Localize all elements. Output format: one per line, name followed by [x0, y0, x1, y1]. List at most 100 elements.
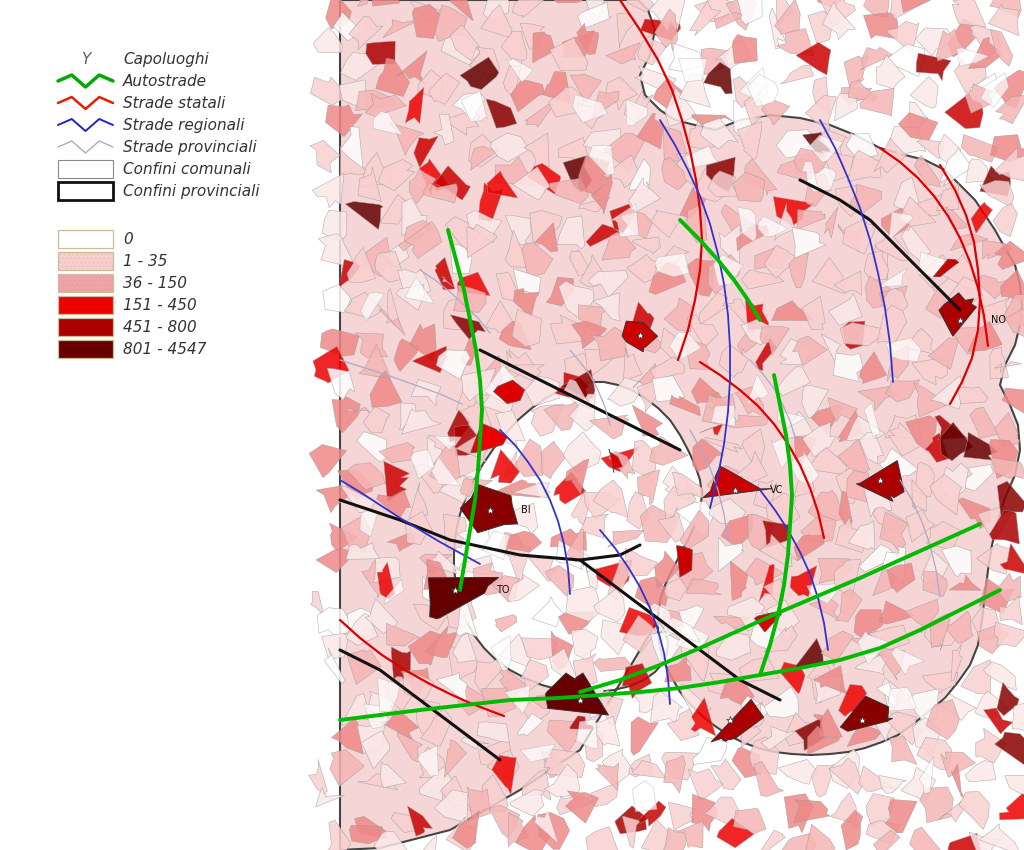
Polygon shape	[484, 365, 519, 403]
Polygon shape	[888, 127, 926, 155]
Polygon shape	[669, 332, 701, 360]
Polygon shape	[673, 473, 703, 498]
Polygon shape	[428, 577, 499, 619]
Polygon shape	[354, 816, 386, 839]
Polygon shape	[946, 611, 974, 643]
Polygon shape	[852, 629, 886, 660]
Polygon shape	[649, 436, 688, 465]
Polygon shape	[748, 514, 774, 552]
Polygon shape	[794, 148, 829, 173]
Polygon shape	[563, 379, 591, 409]
Polygon shape	[745, 558, 784, 586]
Polygon shape	[496, 156, 532, 185]
Polygon shape	[925, 434, 949, 462]
Polygon shape	[480, 5, 512, 37]
Polygon shape	[988, 4, 1019, 36]
Polygon shape	[340, 0, 1022, 850]
Polygon shape	[821, 631, 854, 666]
Polygon shape	[413, 4, 440, 38]
Polygon shape	[796, 42, 830, 75]
Polygon shape	[347, 608, 373, 639]
Polygon shape	[466, 210, 502, 243]
Polygon shape	[386, 288, 401, 329]
Polygon shape	[470, 48, 500, 82]
Polygon shape	[579, 305, 608, 337]
Polygon shape	[460, 467, 481, 479]
Polygon shape	[433, 114, 454, 144]
Polygon shape	[834, 271, 861, 295]
Polygon shape	[733, 451, 768, 485]
Text: Strade provinciali: Strade provinciali	[123, 139, 257, 155]
Polygon shape	[874, 138, 907, 173]
Polygon shape	[881, 208, 911, 237]
Polygon shape	[664, 756, 685, 793]
Polygon shape	[310, 592, 323, 614]
Polygon shape	[699, 292, 729, 325]
Polygon shape	[627, 491, 649, 530]
Polygon shape	[555, 372, 590, 404]
Polygon shape	[662, 752, 698, 780]
Polygon shape	[637, 114, 664, 149]
Polygon shape	[360, 731, 389, 769]
Polygon shape	[880, 448, 919, 477]
Polygon shape	[809, 591, 840, 620]
Polygon shape	[838, 224, 860, 252]
Polygon shape	[847, 470, 869, 502]
Polygon shape	[453, 633, 476, 663]
Polygon shape	[478, 183, 503, 222]
Polygon shape	[940, 463, 969, 501]
Polygon shape	[544, 401, 579, 430]
Polygon shape	[381, 241, 409, 267]
Polygon shape	[945, 207, 967, 229]
Polygon shape	[839, 684, 866, 717]
Polygon shape	[807, 584, 837, 604]
Polygon shape	[664, 485, 696, 520]
Polygon shape	[919, 252, 945, 280]
Polygon shape	[876, 234, 908, 261]
Polygon shape	[410, 169, 436, 203]
Polygon shape	[403, 672, 434, 700]
Polygon shape	[543, 71, 571, 104]
Polygon shape	[675, 820, 703, 848]
Polygon shape	[629, 326, 662, 354]
Polygon shape	[379, 309, 406, 336]
Polygon shape	[436, 672, 467, 703]
Polygon shape	[668, 618, 700, 643]
Polygon shape	[889, 212, 913, 239]
Polygon shape	[592, 91, 620, 117]
Polygon shape	[418, 747, 447, 778]
Polygon shape	[411, 450, 434, 479]
Polygon shape	[795, 436, 817, 468]
Polygon shape	[808, 448, 847, 475]
Polygon shape	[990, 457, 1024, 479]
Polygon shape	[330, 524, 357, 551]
Polygon shape	[713, 254, 743, 286]
Polygon shape	[737, 326, 758, 355]
Polygon shape	[888, 422, 922, 456]
Polygon shape	[887, 688, 916, 711]
Polygon shape	[347, 462, 385, 490]
Polygon shape	[569, 249, 592, 276]
Polygon shape	[694, 0, 734, 21]
Polygon shape	[778, 411, 806, 430]
Polygon shape	[326, 105, 362, 137]
Polygon shape	[623, 321, 657, 352]
Polygon shape	[445, 217, 482, 249]
Polygon shape	[593, 480, 628, 518]
Text: NO: NO	[991, 315, 1006, 325]
Polygon shape	[469, 134, 498, 167]
Polygon shape	[511, 80, 545, 111]
Polygon shape	[744, 159, 777, 196]
Polygon shape	[994, 622, 1024, 647]
Polygon shape	[629, 178, 660, 212]
Polygon shape	[732, 35, 758, 64]
Polygon shape	[493, 575, 519, 602]
Polygon shape	[954, 58, 986, 94]
Polygon shape	[686, 258, 715, 297]
Polygon shape	[662, 157, 691, 190]
Polygon shape	[346, 542, 380, 559]
Polygon shape	[774, 203, 795, 241]
Polygon shape	[990, 0, 1021, 18]
Polygon shape	[505, 542, 530, 583]
Polygon shape	[865, 276, 890, 308]
